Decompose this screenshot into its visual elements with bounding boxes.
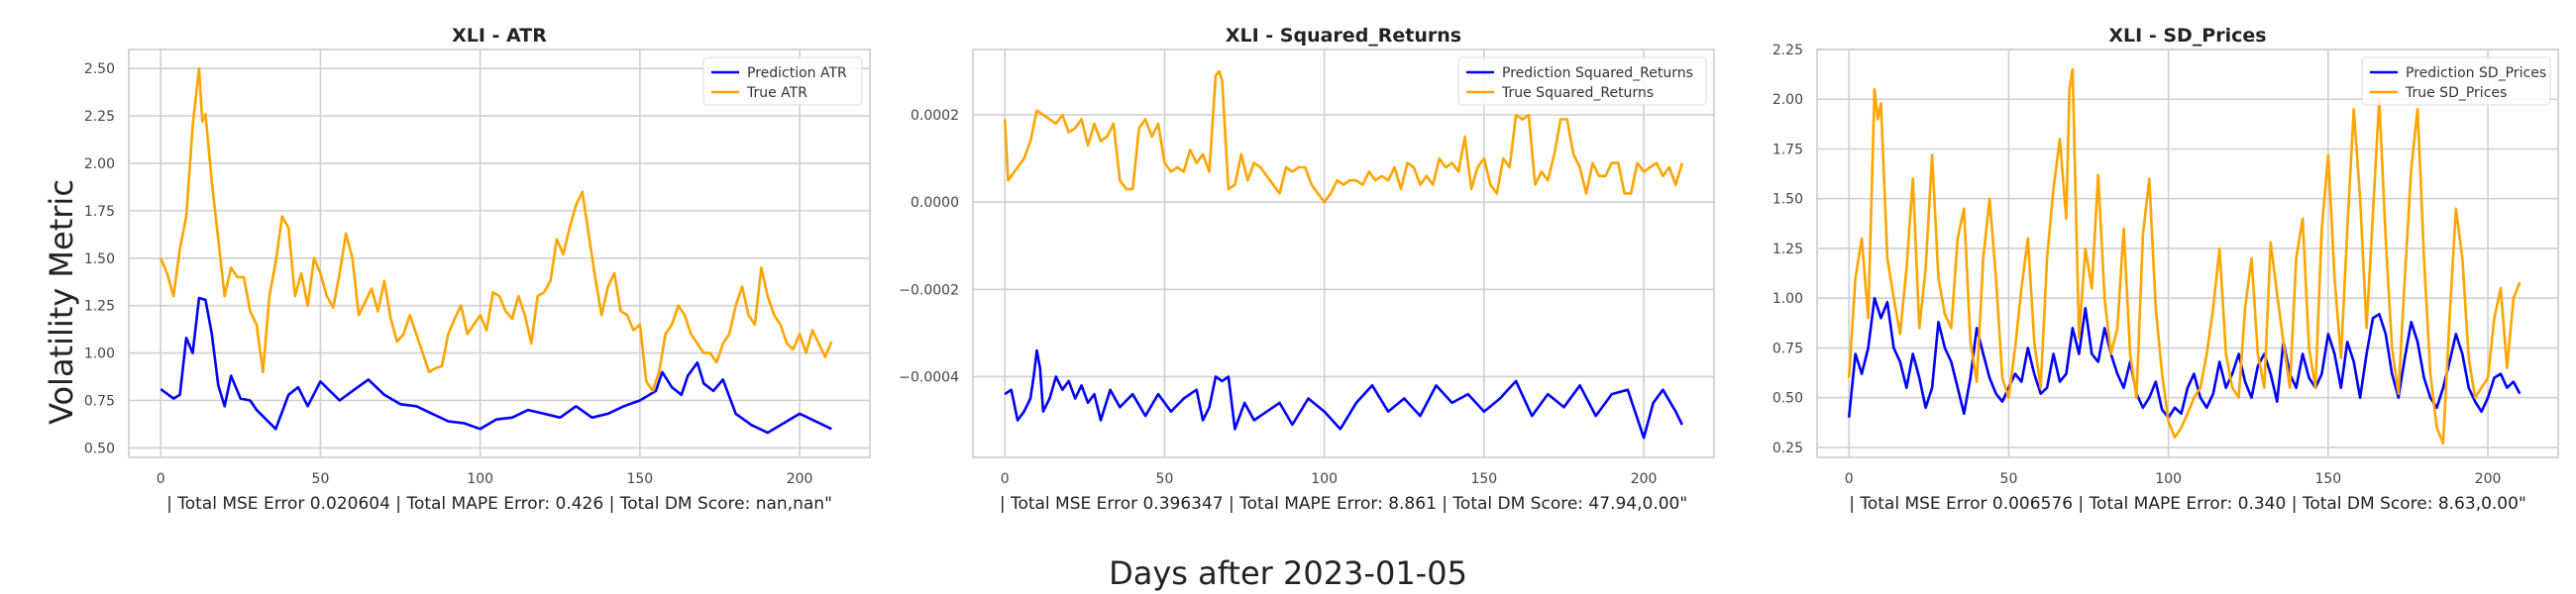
y-tick-label: 1.25 — [1772, 242, 1803, 257]
series-line — [1847, 67, 2522, 446]
plot-area — [973, 50, 1714, 457]
series-line — [160, 296, 832, 435]
y-tick-label: 2.25 — [84, 109, 115, 125]
x-tick-label: 50 — [312, 471, 330, 487]
y-tick-label: 2.25 — [1772, 43, 1803, 58]
x-tick-label: 50 — [2000, 471, 2018, 487]
y-tick-label: 1.25 — [84, 299, 115, 315]
legend-label: Prediction ATR — [747, 65, 847, 81]
y-tick-label: 0.75 — [84, 394, 115, 410]
y-tick-label: 0.50 — [84, 441, 115, 456]
y-tick-label: 2.50 — [84, 61, 115, 77]
legend-label: True ATR — [746, 85, 807, 101]
series-line — [1004, 348, 1683, 440]
figure-ylabel: Volatility Metric — [43, 179, 80, 425]
series-line — [1847, 296, 2522, 420]
chart-panel: 0.25 0.50 0.75 1.00 1.25 1.50 1.75 2.00 2.25 0 50 1… — [1772, 25, 2559, 514]
x-tick-label: 0 — [157, 471, 165, 487]
y-tick-label: 0.50 — [1772, 391, 1803, 407]
y-tick-label: 1.50 — [84, 251, 115, 267]
chart-panel: −0.0004 −0.0002 0.0000 0.0002 0 50 100 150 200 XL… — [899, 25, 1715, 514]
x-axis-label: | Total MSE Error 0.396347 | Total MAPE … — [1000, 494, 1687, 514]
plot-area — [129, 50, 870, 457]
x-tick-label: 150 — [1470, 471, 1497, 487]
y-tick-label: 0.0002 — [911, 108, 959, 124]
x-tick-label: 100 — [467, 471, 493, 487]
y-tick-label: 1.00 — [1772, 291, 1803, 307]
chart-title: XLI - ATR — [452, 25, 547, 47]
x-axis-label: | Total MSE Error 0.020604 | Total MAPE … — [166, 494, 832, 514]
legend — [2361, 56, 2551, 106]
y-tick-label: −0.0004 — [899, 369, 959, 385]
legend-label: True SD_Prices — [2405, 85, 2507, 101]
y-tick-label: 0.25 — [1772, 441, 1803, 456]
x-tick-label: 50 — [1156, 471, 1174, 487]
legend-label: Prediction Squared_Returns — [1502, 65, 1693, 81]
x-tick-label: 100 — [2155, 471, 2182, 487]
y-tick-label: 2.00 — [84, 156, 115, 172]
series-line — [160, 66, 833, 393]
x-tick-label: 150 — [626, 471, 653, 487]
legend — [1457, 56, 1707, 106]
x-tick-label: 200 — [1631, 471, 1658, 487]
y-tick-label: 0.75 — [1772, 341, 1803, 356]
legend — [702, 56, 863, 106]
axes-frame — [972, 49, 1715, 458]
y-tick-label: 0.0000 — [911, 195, 959, 211]
legend-label: Prediction SD_Prices — [2406, 65, 2546, 81]
series-line — [1003, 69, 1684, 204]
x-tick-label: 0 — [1001, 471, 1010, 487]
chart-title: XLI - SD_Prices — [2108, 25, 2266, 47]
x-tick-label: 100 — [1311, 471, 1338, 487]
x-tick-label: 200 — [2475, 471, 2502, 487]
x-tick-label: 150 — [2314, 471, 2341, 487]
chart-panel: 0.50 0.75 1.00 1.25 1.50 1.75 2.00 2.25 2.50 0 50 1… — [84, 25, 871, 514]
x-tick-label: 0 — [1845, 471, 1854, 487]
y-tick-label: 1.00 — [84, 346, 115, 362]
legend-label: True Squared_Returns — [1501, 85, 1654, 101]
y-tick-label: 1.75 — [1772, 142, 1803, 157]
x-axis-label: | Total MSE Error 0.006576 | Total MAPE … — [1849, 494, 2526, 514]
y-tick-label: 1.50 — [1772, 192, 1803, 208]
axes-frame — [1816, 49, 2559, 458]
axes-frame — [128, 49, 871, 458]
chart-title: XLI - Squared_Returns — [1226, 25, 1461, 47]
y-tick-label: 2.00 — [1772, 92, 1803, 108]
figure-xlabel: Days after 2023-01-05 — [1109, 554, 1467, 592]
x-tick-label: 200 — [787, 471, 813, 487]
y-tick-label: 1.75 — [84, 204, 115, 220]
y-tick-label: −0.0002 — [899, 282, 959, 298]
